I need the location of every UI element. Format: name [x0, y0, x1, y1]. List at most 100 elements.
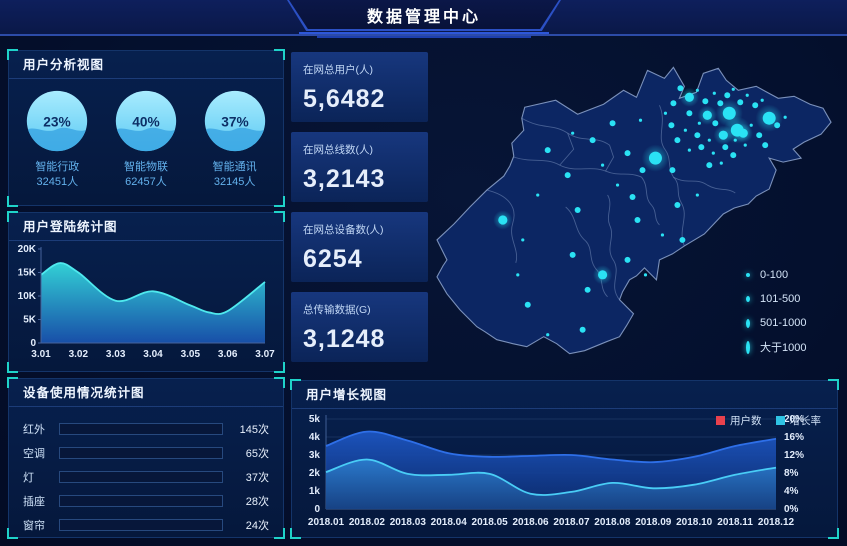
corner-bracket — [7, 211, 18, 222]
svg-text:3.04: 3.04 — [143, 349, 163, 360]
bar-track — [59, 495, 223, 507]
map-legend-row: 101-500 — [746, 287, 807, 311]
corner-bracket — [274, 362, 285, 373]
svg-text:3k: 3k — [309, 450, 321, 461]
legend-item-用户数[interactable]: 用户数 — [716, 413, 762, 428]
legend-dot — [746, 273, 750, 277]
svg-text:2018.04: 2018.04 — [431, 517, 468, 528]
svg-text:3.07: 3.07 — [255, 349, 275, 360]
corner-bracket — [7, 196, 18, 207]
login-area-chart[interactable]: 0 5K 10K 15K 20K 3.01 3.02 3.03 3.04 3.05 3.06 3.07 — [9, 241, 277, 367]
gauge-count: 62457人 — [125, 176, 167, 188]
gauge-智能行政: 23% 智能行政 32451人 — [13, 85, 101, 190]
svg-text:4%: 4% — [784, 486, 799, 497]
map-legend-label: 501-1000 — [760, 317, 807, 329]
svg-text:40%: 40% — [132, 114, 159, 129]
svg-text:2018.08: 2018.08 — [594, 517, 631, 528]
gauge-label: 智能物联 — [123, 161, 168, 173]
svg-text:3.06: 3.06 — [218, 349, 238, 360]
svg-text:16%: 16% — [784, 432, 804, 443]
bar-label: 空调 — [23, 448, 45, 460]
panel-user-analysis: 用户分析视图 23% 智能行政 32451人 40% 智能物联 62457人 37% 智能通讯… — [7, 49, 285, 207]
corner-bracket — [7, 362, 18, 373]
svg-text:2018.06: 2018.06 — [512, 517, 549, 528]
svg-text:2018.12: 2018.12 — [758, 517, 795, 528]
svg-text:23%: 23% — [44, 114, 71, 129]
title-underline-2 — [316, 36, 531, 38]
map-svg[interactable] — [428, 45, 847, 377]
map-legend: 0-100 101-500 501-1000 大于1000 — [746, 263, 807, 359]
stat-card: 在网总设备数(人) 6254 — [291, 212, 428, 282]
map-legend-label: 大于1000 — [760, 342, 807, 354]
stat-value: 5,6482 — [303, 85, 386, 113]
svg-text:20K: 20K — [18, 244, 37, 255]
gauge-label: 智能通讯 — [212, 161, 257, 173]
svg-text:37%: 37% — [221, 114, 248, 129]
svg-text:0: 0 — [314, 504, 320, 515]
legend-swatch — [775, 416, 785, 425]
svg-text:4k: 4k — [309, 432, 321, 443]
growth-area-chart[interactable]: 0 0% 1k 4% 2k 8% 3k 12% 4k 16% 5k 20% 2018.01 2018.02… — [292, 409, 832, 537]
svg-text:15K: 15K — [18, 268, 37, 279]
panel-title-user-analysis: 用户分析视图 — [9, 51, 283, 79]
legend-dot — [746, 296, 750, 302]
device-bar-chart[interactable]: 红外 145次 空调 65次灯 37次 插座 28次 窗帘 24次 — [9, 407, 283, 537]
gauge-group: 23% 智能行政 32451人 40% 智能物联 62457人 37% 智能通讯 32145人 — [9, 79, 283, 190]
title-underline — [298, 32, 549, 34]
panel-login-stats: 用户登陆统计图 0 5K 10K 15K 20K 3.01 3.02 3.03 3.04 3.05… — [7, 211, 285, 373]
bar-value: 24次 — [245, 520, 269, 532]
svg-text:0: 0 — [30, 338, 36, 349]
svg-text:3.03: 3.03 — [106, 349, 126, 360]
bar-track — [59, 519, 223, 531]
map-scatter-dots[interactable] — [493, 85, 787, 337]
corner-bracket — [274, 528, 285, 539]
svg-text:12%: 12% — [784, 450, 804, 461]
region-map[interactable]: 0-100 101-500 501-1000 大于1000 — [428, 45, 847, 377]
legend-label: 用户数 — [730, 415, 762, 427]
gauge-circle: 37% — [204, 90, 265, 152]
corner-bracket — [7, 49, 18, 60]
svg-text:2018.09: 2018.09 — [635, 517, 672, 528]
gauge-count: 32451人 — [36, 176, 79, 188]
panel-user-growth: 用户增长视图 用户数 增长率 0 0% 1k 4% 2k 8% 3k 12% 4k 16% 5k 20%… — [290, 379, 839, 539]
gauge-智能物联: 40% 智能物联 62457人 — [102, 85, 190, 190]
stat-card: 在网总线数(人) 3,2143 — [291, 132, 428, 202]
page-title: 数据管理中心 — [366, 8, 481, 26]
bar-track — [59, 447, 223, 459]
panel-device-usage: 设备使用情况统计图 红外 145次 空调 65次灯 37次 插座 28次 窗帘 24次 — [7, 377, 285, 539]
legend-item-增长率[interactable]: 增长率 — [775, 413, 821, 428]
legend-swatch — [716, 416, 725, 425]
map-legend-label: 101-500 — [760, 293, 801, 305]
corner-bracket — [274, 211, 285, 222]
panel-title-login-stats: 用户登陆统计图 — [9, 213, 283, 241]
page-title-frame: 数据管理中心 — [287, 0, 561, 31]
svg-text:2018.10: 2018.10 — [676, 517, 713, 528]
gauge-label: 智能行政 — [35, 161, 80, 173]
bar-track — [59, 471, 223, 483]
bar-label: 插座 — [23, 496, 45, 508]
stat-label: 总传输数据(G) — [303, 304, 371, 316]
svg-text:8%: 8% — [784, 468, 799, 479]
svg-text:1k: 1k — [309, 486, 321, 497]
stat-label: 在网总用户(人) — [303, 64, 373, 76]
map-legend-label: 0-100 — [760, 269, 789, 281]
stat-card-column: 在网总用户(人) 5,6482 在网总线数(人) 3,2143 在网总设备数(人) 625… — [291, 52, 428, 372]
map-legend-row: 501-1000 — [746, 311, 807, 335]
corner-bracket — [7, 377, 18, 388]
corner-bracket — [828, 528, 839, 539]
bar-row-插座: 插座 28次 — [23, 489, 269, 513]
corner-bracket — [274, 377, 285, 388]
svg-text:2018.05: 2018.05 — [472, 517, 509, 528]
bar-row-红外: 红外 145次 — [23, 417, 269, 441]
legend-dot — [746, 318, 750, 328]
svg-text:3.02: 3.02 — [69, 349, 89, 360]
corner-bracket — [274, 196, 285, 207]
corner-bracket — [290, 379, 301, 390]
svg-text:5K: 5K — [23, 315, 37, 326]
stat-label: 在网总线数(人) — [303, 144, 373, 156]
panel-title-user-growth: 用户增长视图 — [292, 381, 837, 409]
bar-value: 37次 — [245, 472, 269, 484]
page-header: 数据管理中心 — [0, 0, 847, 38]
bar-label: 红外 — [23, 424, 45, 436]
